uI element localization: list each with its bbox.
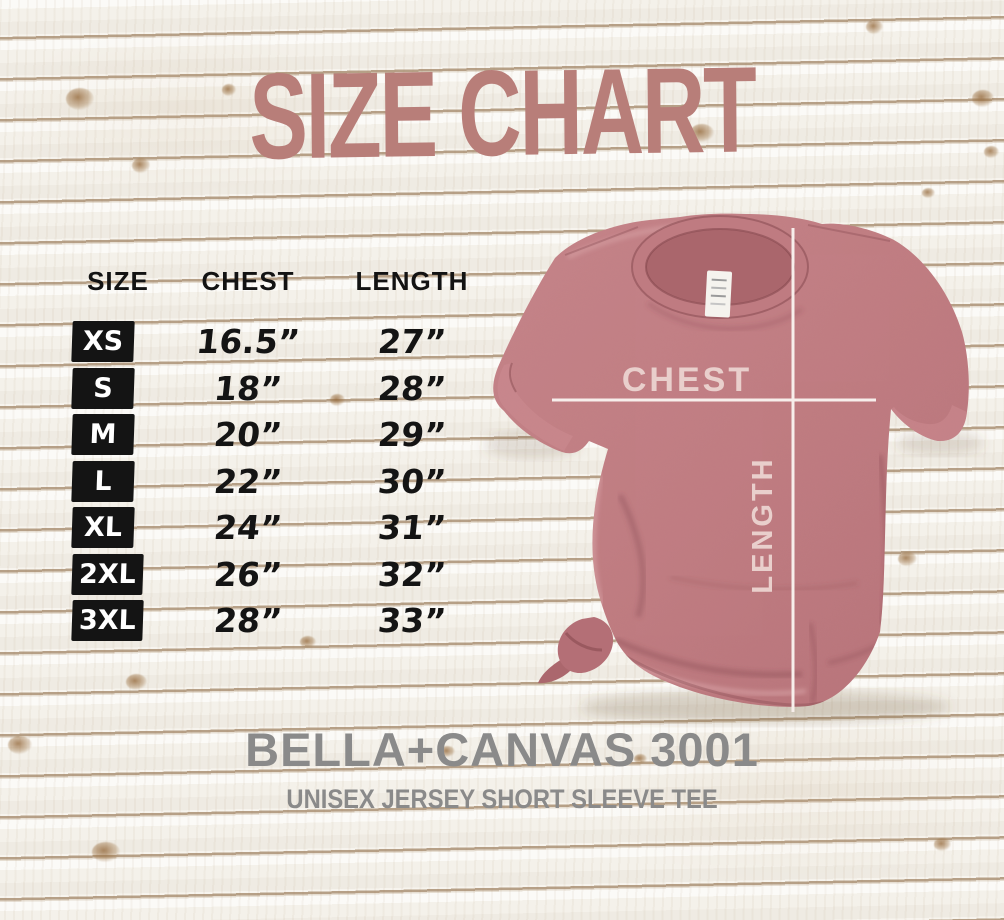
- column-header-chest: CHEST: [201, 266, 295, 296]
- wood-knot: [866, 20, 883, 34]
- size-badge: S: [71, 367, 135, 409]
- size-table-header: SIZE CHEST LENGTH: [72, 266, 492, 296]
- wood-knot: [132, 158, 150, 173]
- chest-value: 20”: [212, 415, 284, 454]
- size-badge: 3XL: [71, 600, 144, 641]
- size-badge: 2XL: [71, 553, 144, 595]
- table-row: XS 16.5” 27”: [71, 321, 492, 362]
- neck-opening: [646, 229, 794, 305]
- size-table-body: XS 16.5” 27” S 18” 28” M 20” 29” L 22” 3…: [71, 321, 492, 641]
- wood-knot: [634, 754, 647, 764]
- chest-value: 28”: [212, 601, 284, 640]
- size-badge: L: [71, 460, 135, 502]
- table-row: L 22” 30”: [71, 460, 492, 502]
- measurement-guides: CHEST LENGTH: [552, 228, 876, 712]
- size-badge: XL: [71, 507, 135, 548]
- chest-measure-label: CHEST: [622, 361, 752, 399]
- wood-knot: [440, 746, 455, 757]
- size-badge: M: [71, 414, 135, 455]
- chest-value: 16.5”: [194, 322, 302, 361]
- wood-knot: [300, 636, 316, 648]
- wood-knot: [690, 124, 714, 142]
- product-name: BELLA+CANVAS 3001: [245, 723, 759, 776]
- wood-knot: [972, 90, 994, 107]
- wood-knot: [8, 736, 32, 754]
- wood-knot: [922, 188, 935, 198]
- wood-knot: [126, 674, 147, 690]
- wood-knot: [898, 552, 917, 566]
- size-badge: XS: [71, 321, 135, 362]
- brand-tag: [704, 270, 733, 318]
- column-header-size: SIZE: [87, 266, 149, 296]
- length-measure-label: LENGTH: [747, 456, 779, 593]
- wood-knot: [92, 842, 120, 862]
- table-row: 3XL 28” 33”: [71, 600, 492, 641]
- column-header-length: LENGTH: [355, 266, 469, 296]
- wood-knot: [66, 88, 94, 110]
- chest-value: 18”: [212, 368, 284, 408]
- table-row: S 18” 28”: [71, 367, 492, 409]
- collar: [631, 215, 809, 319]
- wood-knot: [222, 84, 236, 96]
- chest-value: 24”: [212, 508, 284, 547]
- wood-knot: [330, 394, 345, 406]
- table-row: XL 24” 31”: [71, 507, 492, 548]
- chest-value: 22”: [212, 461, 284, 501]
- chest-value: 26”: [212, 554, 284, 594]
- wood-knot: [984, 146, 999, 158]
- product-subtitle: UNISEX JERSEY SHORT SLEEVE TEE: [0, 786, 1004, 813]
- tshirt-photo: CHEST LENGTH: [484, 213, 984, 724]
- table-row: 2XL 26” 32”: [71, 553, 492, 595]
- product-subtitle-text: UNISEX JERSEY SHORT SLEEVE TEE: [286, 784, 718, 814]
- shirt-knot: [538, 617, 614, 684]
- table-row: M 20” 29”: [71, 414, 492, 455]
- wood-knot: [934, 838, 951, 851]
